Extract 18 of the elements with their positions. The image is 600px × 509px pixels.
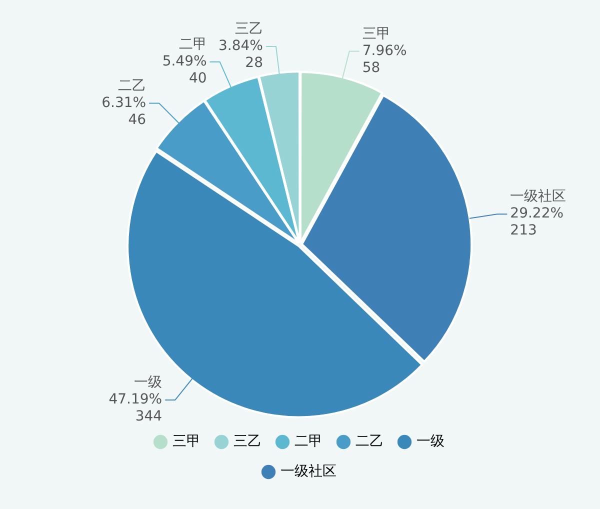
legend-label: 一级 — [416, 434, 444, 450]
data-label: 29.22% 213 — [510, 206, 564, 239]
slice-label: 三甲 — [362, 26, 390, 42]
slice-label: 一级 — [134, 374, 162, 391]
legend-label: 二乙 — [356, 434, 384, 450]
legend-label: 二甲 — [294, 434, 322, 450]
data-label: 7.96% 58 — [362, 42, 407, 76]
legend-label: 三甲 — [172, 434, 200, 450]
data-label: 3.84% 28 — [218, 38, 263, 72]
data-label: 5.49% 40 — [162, 53, 207, 86]
slice-label: 三乙 — [234, 21, 263, 38]
slice-label: 二乙 — [118, 78, 146, 94]
slice-label: 二甲 — [178, 36, 207, 52]
data-label: 6.31% 46 — [102, 94, 146, 128]
legend-label: 一级社区 — [280, 464, 336, 480]
legend-label: 三乙 — [234, 434, 262, 450]
slice-label: 一级社区 — [510, 188, 566, 205]
data-label: 47.19% 344 — [108, 392, 162, 425]
